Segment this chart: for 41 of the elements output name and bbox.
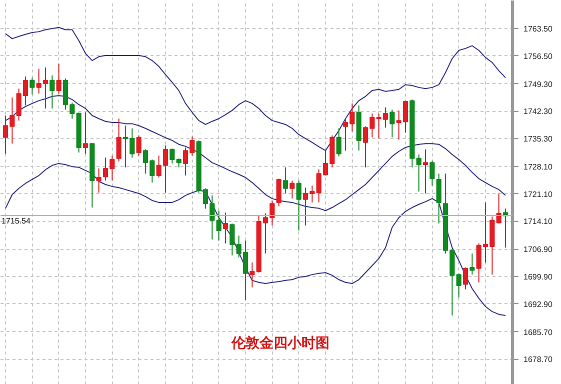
- candlestick: [230, 222, 235, 256]
- y-tick-label: 1699.90: [524, 272, 553, 282]
- y-tick-label: 1706.90: [524, 245, 553, 254]
- y-tick-label: 1749.30: [524, 80, 553, 89]
- candlestick: [282, 166, 288, 194]
- candlestick: [216, 210, 222, 242]
- candlestick: [470, 253, 475, 276]
- y-tick-label: 1692.90: [524, 300, 553, 309]
- y-tick-label: 1714.10: [524, 217, 553, 226]
- candlestick: [222, 212, 228, 244]
- y-tick-label: 1742.30: [524, 107, 553, 116]
- candlestick: [436, 173, 442, 224]
- candlestick: [276, 178, 282, 207]
- candlestick: [136, 134, 142, 156]
- y-tick-label: 1728.10: [524, 162, 553, 172]
- y-tick-label: 1685.70: [524, 328, 553, 337]
- candlestick: [456, 272, 462, 298]
- line-series: [5, 26, 506, 152]
- candlestick: [416, 154, 422, 192]
- y-tick-label: 1678.70: [524, 355, 553, 364]
- candlestick: [170, 148, 175, 164]
- candlestick: [336, 128, 342, 157]
- candlestick: [430, 160, 435, 186]
- candlestick: [96, 168, 102, 194]
- text: 伦敦金四小时图: [230, 334, 330, 352]
- ref-line-label: 1715.54: [2, 216, 31, 226]
- candlestick: [250, 262, 255, 288]
- candlestick: [422, 148, 428, 194]
- candlestick: [390, 109, 395, 138]
- y-tick-label: 1756.50: [524, 52, 553, 61]
- candlestick: [462, 267, 468, 290]
- candlestick: [30, 77, 35, 95]
- candlestick: [290, 180, 295, 200]
- candlestick: [82, 112, 88, 154]
- candlestick: [116, 118, 122, 162]
- candlestick: [50, 74, 55, 109]
- y-tick-label: 1721.10: [524, 190, 553, 199]
- candlestick: [56, 63, 62, 94]
- y-tick-label: 1735.30: [524, 134, 553, 144]
- y-tick-label: 1763.50: [524, 24, 553, 34]
- candlestick: [296, 180, 302, 232]
